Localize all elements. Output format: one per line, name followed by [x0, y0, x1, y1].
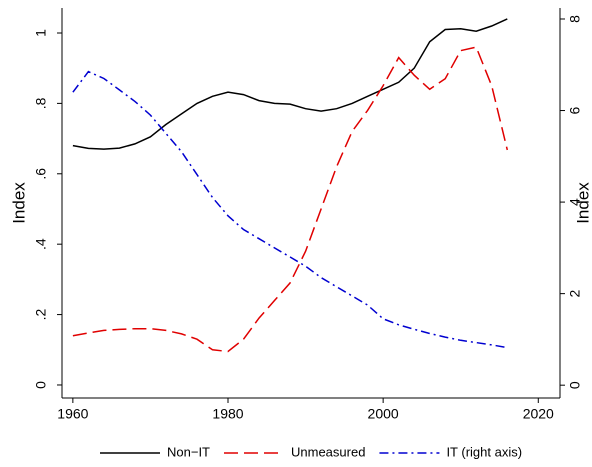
- y-tick-label: .6: [33, 168, 49, 180]
- y2-tick-label: 0: [567, 381, 583, 389]
- legend-label: Unmeasured: [291, 444, 365, 459]
- y-tick-label: 0: [33, 381, 49, 389]
- x-tick-label: 2020: [523, 406, 554, 422]
- y-tick-label: 1: [33, 29, 49, 37]
- series-line: [72, 46, 509, 353]
- legend-label: Non−IT: [167, 444, 210, 459]
- legend-label: IT (right axis): [446, 444, 522, 459]
- y-axis-label: Index: [9, 182, 28, 224]
- x-tick-label: 1980: [212, 406, 243, 422]
- series-line: [72, 70, 508, 349]
- y2-axis-label: Index: [573, 182, 592, 224]
- y2-tick-label: 6: [567, 106, 583, 114]
- y2-tick-label: 8: [567, 15, 583, 23]
- series-line: [72, 18, 508, 150]
- y-tick-label: .8: [33, 97, 49, 109]
- x-tick-label: 1960: [57, 406, 88, 422]
- x-tick-label: 2000: [368, 406, 399, 422]
- y2-tick-label: 4: [567, 198, 583, 206]
- y-tick-label: .2: [33, 309, 49, 321]
- y-tick-label: .4: [33, 238, 49, 250]
- y2-tick-label: 2: [567, 290, 583, 298]
